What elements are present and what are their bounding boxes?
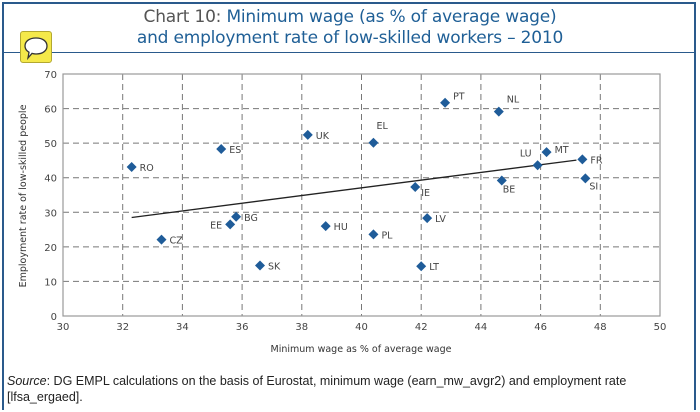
data-point-cz [156, 234, 167, 245]
data-point-si [580, 173, 591, 184]
point-label-ee: EE [210, 220, 222, 231]
source-note: Source: DG EMPL calculations on the basi… [7, 373, 697, 405]
data-point-lv [422, 213, 433, 224]
data-point-bg [231, 211, 242, 222]
title-line-1: Minimum wage (as % of average wage) [226, 7, 557, 27]
data-point-sk [255, 260, 266, 271]
point-label-lv: LV [435, 214, 446, 225]
plot-area-border [62, 73, 661, 317]
data-points: RO CZ ES EE BG SK UK HU EL PL IE LV LT PT NL BE LU MT FR SI [126, 92, 603, 273]
y-tick-labels: 0 10 20 30 40 50 60 70 [44, 70, 57, 323]
point-label-uk: UK [316, 131, 330, 142]
point-label-es: ES [229, 145, 241, 156]
x-tick-label: 38 [295, 322, 308, 333]
point-label-nl: NL [507, 95, 520, 106]
point-label-lt: LT [429, 262, 439, 273]
axes [62, 73, 661, 317]
x-axis-label: Minimum wage as % of average wage [271, 344, 452, 355]
data-point-mt [541, 147, 552, 158]
y-tick-label: 30 [44, 208, 57, 219]
x-tick-label: 36 [236, 322, 249, 333]
point-label-lu: LU [520, 148, 532, 159]
data-point-pt [440, 97, 451, 108]
data-point-nl [493, 106, 504, 117]
data-point-fr [577, 154, 588, 165]
data-point-ee [225, 219, 236, 230]
source-text: : DG EMPL calculations on the basis of E… [7, 374, 627, 404]
data-point-es [216, 144, 227, 155]
data-point-el [368, 137, 379, 148]
data-point-lu [532, 160, 543, 171]
y-tick-label: 70 [44, 70, 57, 81]
trend-line [131, 159, 577, 219]
point-label-be: BE [503, 184, 516, 195]
point-label-pl: PL [381, 230, 393, 241]
point-label-ro: RO [140, 163, 154, 174]
x-tick-label: 44 [475, 322, 488, 333]
y-tick-label: 60 [44, 105, 57, 116]
data-point-lt [416, 261, 427, 272]
x-tick-label: 30 [57, 322, 70, 333]
y-tick-label: 50 [44, 139, 57, 150]
data-point-ie [410, 182, 421, 193]
trend-line-group [131, 159, 577, 219]
grid-lines [63, 74, 660, 316]
data-point-pl [368, 229, 379, 240]
y-tick-label: 40 [44, 174, 57, 185]
x-tick-labels: 30 32 34 36 38 40 42 44 46 48 50 [57, 322, 667, 333]
point-label-si: SI [589, 181, 598, 192]
y-axis-label: Employment rate of low-skilled people [18, 104, 29, 287]
source-prefix: Source [7, 374, 47, 388]
data-point-uk [302, 129, 313, 140]
title-line-2: and employment rate of low-skilled worke… [136, 28, 564, 48]
point-label-sk: SK [268, 262, 281, 273]
chart-number: Chart 10: [143, 7, 222, 27]
point-label-ie: IE [421, 188, 430, 199]
x-tick-label: 42 [415, 322, 428, 333]
point-label-mt: MT [555, 145, 569, 156]
point-label-el: EL [376, 121, 388, 132]
x-tick-label: 50 [654, 322, 667, 333]
data-point-be [496, 175, 507, 186]
speech-bubble-icon[interactable] [20, 31, 52, 63]
point-label-fr: FR [590, 155, 602, 166]
y-tick-label: 0 [51, 312, 57, 323]
x-tick-label: 32 [116, 322, 129, 333]
point-label-hu: HU [334, 222, 348, 233]
x-tick-label: 46 [534, 322, 547, 333]
data-point-ro [126, 161, 137, 172]
data-point-hu [320, 221, 331, 232]
point-label-cz: CZ [170, 236, 184, 247]
point-label-bg: BG [244, 213, 258, 224]
y-tick-label: 20 [44, 243, 57, 254]
x-tick-label: 34 [176, 322, 189, 333]
point-label-pt: PT [453, 92, 465, 103]
chart-title: Chart 10: Minimum wage (as % of average … [0, 7, 700, 49]
x-tick-label: 48 [594, 322, 607, 333]
x-tick-label: 40 [355, 322, 368, 333]
title-divider [4, 52, 694, 53]
y-tick-label: 10 [44, 277, 57, 288]
